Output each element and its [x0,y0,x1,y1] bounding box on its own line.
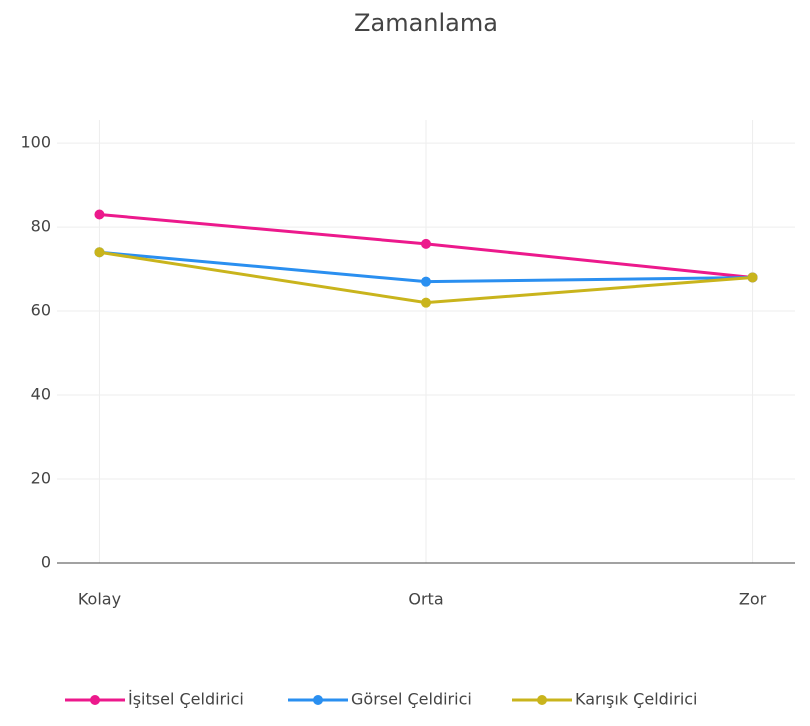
point [421,297,431,308]
legend-label: Görsel Çeldirici [351,690,472,709]
y-tick-label: 40 [31,385,51,404]
legend-label: Karışık Çeldirici [575,690,698,709]
point [94,247,105,258]
y-tick-label: 100 [20,133,51,152]
y-tick-label: 20 [31,469,51,488]
legend-label: İşitsel Çeldirici [128,690,244,709]
legend-swatch-dot [90,695,100,705]
y-tick-label: 80 [31,217,51,236]
y-tick-label: 60 [31,301,51,320]
x-tick-label: Kolay [78,590,121,609]
legend-swatch-dot [537,695,547,705]
point [747,272,758,283]
y-tick-label: 0 [41,553,51,572]
x-tick-label: Orta [408,590,443,609]
chart-title: Zamanlama [354,9,498,37]
x-tick-label: Zor [739,590,767,609]
point [421,238,431,249]
point [421,276,431,287]
point [94,209,105,220]
legend-swatch-dot [313,695,323,705]
